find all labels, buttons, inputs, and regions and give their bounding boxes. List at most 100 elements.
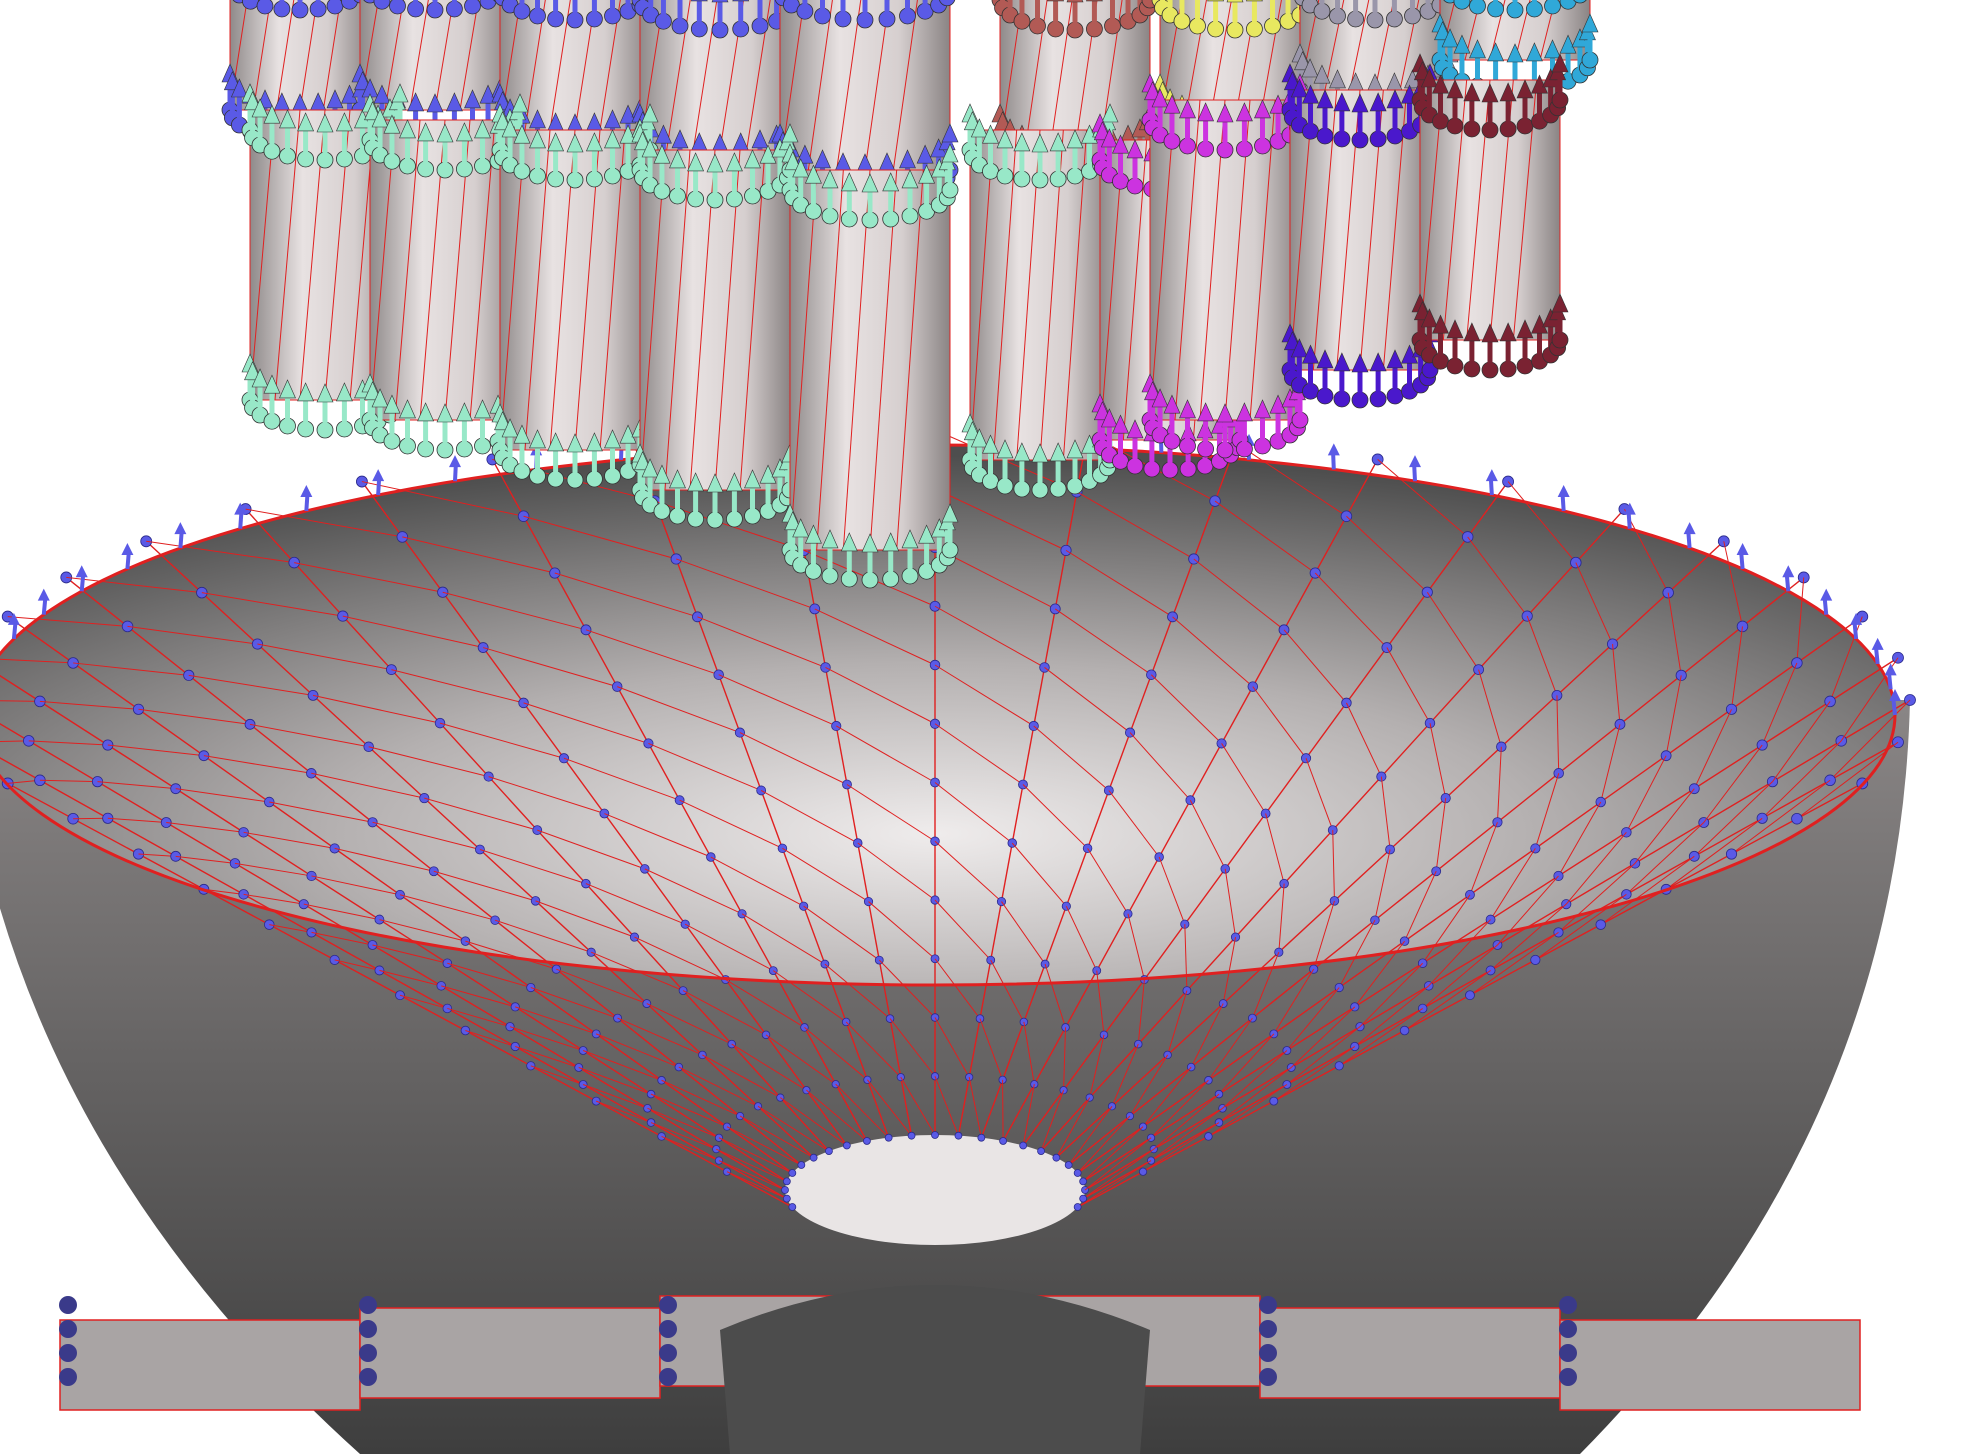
mesh-edge [1761, 662, 1798, 746]
mesh-edge [530, 987, 618, 1019]
mesh-edge [969, 129, 994, 461]
normal-vector-dot [434, 717, 446, 729]
normal-arrow-head [326, 89, 344, 109]
mesh-edge [138, 708, 251, 725]
cylinder [781, 143, 959, 589]
mesh-edge [434, 0, 454, 111]
rim-arrow-head [1485, 469, 1498, 482]
mesh-edge [311, 875, 401, 896]
normal-arrow-head [725, 152, 743, 172]
mesh-edge [807, 0, 833, 171]
mesh-edge [1796, 577, 1805, 663]
normal-vector-dot [1465, 990, 1475, 1001]
normal-arrow-head [1386, 89, 1404, 109]
mesh-edge [934, 723, 1024, 785]
normal-arrow-head [861, 533, 879, 553]
rim-arrow [1822, 598, 1829, 615]
normal-arrow-head [1420, 68, 1438, 88]
normal-arrow-head [335, 382, 353, 402]
mesh-edge [1667, 592, 1682, 676]
mesh-edge [334, 959, 380, 971]
normal-arrow-head [383, 394, 401, 414]
mesh-edge [1490, 903, 1567, 971]
normal-arrow-head [263, 374, 281, 394]
normal-vector-dot [931, 1131, 939, 1139]
mesh-edge [1404, 970, 1491, 1031]
mesh-edge [1011, 842, 1067, 907]
mesh-edge [469, 119, 496, 421]
band-node [659, 1320, 677, 1338]
normal-vector-dot [788, 1203, 797, 1211]
mesh-edge [718, 1160, 786, 1191]
mesh-edge [361, 481, 524, 517]
mesh-edge [664, 149, 691, 491]
normal-arrow-head [1329, 69, 1346, 89]
mesh-edge [1236, 442, 1347, 517]
bowl-band-segment [359, 1307, 661, 1399]
mesh-edge [299, 0, 318, 111]
mesh-edge [710, 856, 804, 907]
band-node [59, 1368, 77, 1386]
vertex-sphere [373, 0, 391, 10]
mesh-edge [499, 129, 526, 451]
mesh-edge [1189, 799, 1226, 870]
normal-vector-dot [1216, 738, 1227, 749]
mesh-edge [1265, 813, 1285, 884]
normal-vector-dot [1756, 812, 1768, 824]
mesh-edge [1127, 913, 1145, 980]
normal-arrow-head [1313, 64, 1331, 84]
mesh-edge [311, 931, 373, 946]
normal-vector-dot [1037, 1147, 1045, 1156]
normal-vector-dot [737, 909, 747, 919]
mesh-edge [789, 169, 818, 551]
mesh-edge [599, 129, 626, 451]
mesh-edge [203, 888, 244, 895]
normal-arrow-head [1100, 408, 1118, 428]
mesh-edge [934, 840, 1002, 902]
normal-arrow-head [996, 129, 1014, 149]
mesh-edge [682, 990, 767, 1036]
mesh-edge [634, 936, 726, 980]
normal-arrow-head [399, 119, 416, 139]
rim-arrow-head [372, 469, 385, 482]
normal-arrow-head [501, 118, 519, 138]
band-node [1259, 1368, 1277, 1386]
mesh-edge [369, 119, 396, 421]
normal-arrow-head [882, 532, 900, 552]
normal-vector-dot [1204, 1132, 1213, 1141]
normal-arrow-head [687, 472, 705, 492]
mesh-edge [595, 1033, 680, 1068]
normal-arrow-head [1432, 314, 1449, 334]
mesh-edge [535, 900, 635, 938]
mesh-edge [166, 822, 244, 833]
normal-vector-dot [549, 567, 561, 579]
mesh-edge [1290, 1006, 1356, 1068]
mesh-edge [391, 669, 524, 704]
mesh-edge [1077, 1160, 1152, 1208]
normal-arrow-head [604, 429, 621, 449]
normal-arrow-head [725, 472, 743, 492]
mesh-edge [1354, 985, 1430, 1047]
normal-arrow-head [1197, 102, 1215, 122]
rim-arrow-head [1409, 455, 1421, 468]
mesh-edge [1077, 1115, 1131, 1174]
mesh-edge [782, 847, 869, 902]
normal-vector-dot [1553, 927, 1564, 938]
rim-arrow-head [1850, 612, 1863, 625]
normal-arrow-head [634, 131, 652, 151]
normal-vector-dot [1725, 703, 1738, 715]
normal-vector-dot [490, 915, 500, 925]
normal-vector-dot [1079, 1194, 1088, 1203]
mesh-edge [702, 1054, 781, 1099]
normal-vector-dot [1725, 848, 1738, 860]
normal-vector-dot [1073, 1169, 1082, 1177]
mesh-edge [1184, 0, 1207, 121]
cylinder [1281, 63, 1439, 409]
mesh-edge [1001, 901, 1046, 965]
rim-arrow [1560, 494, 1566, 512]
rim-arrow [1626, 512, 1632, 529]
mesh-edge [1214, 500, 1316, 574]
normal-arrow-head [1351, 93, 1369, 113]
normal-arrow-head [744, 469, 761, 489]
